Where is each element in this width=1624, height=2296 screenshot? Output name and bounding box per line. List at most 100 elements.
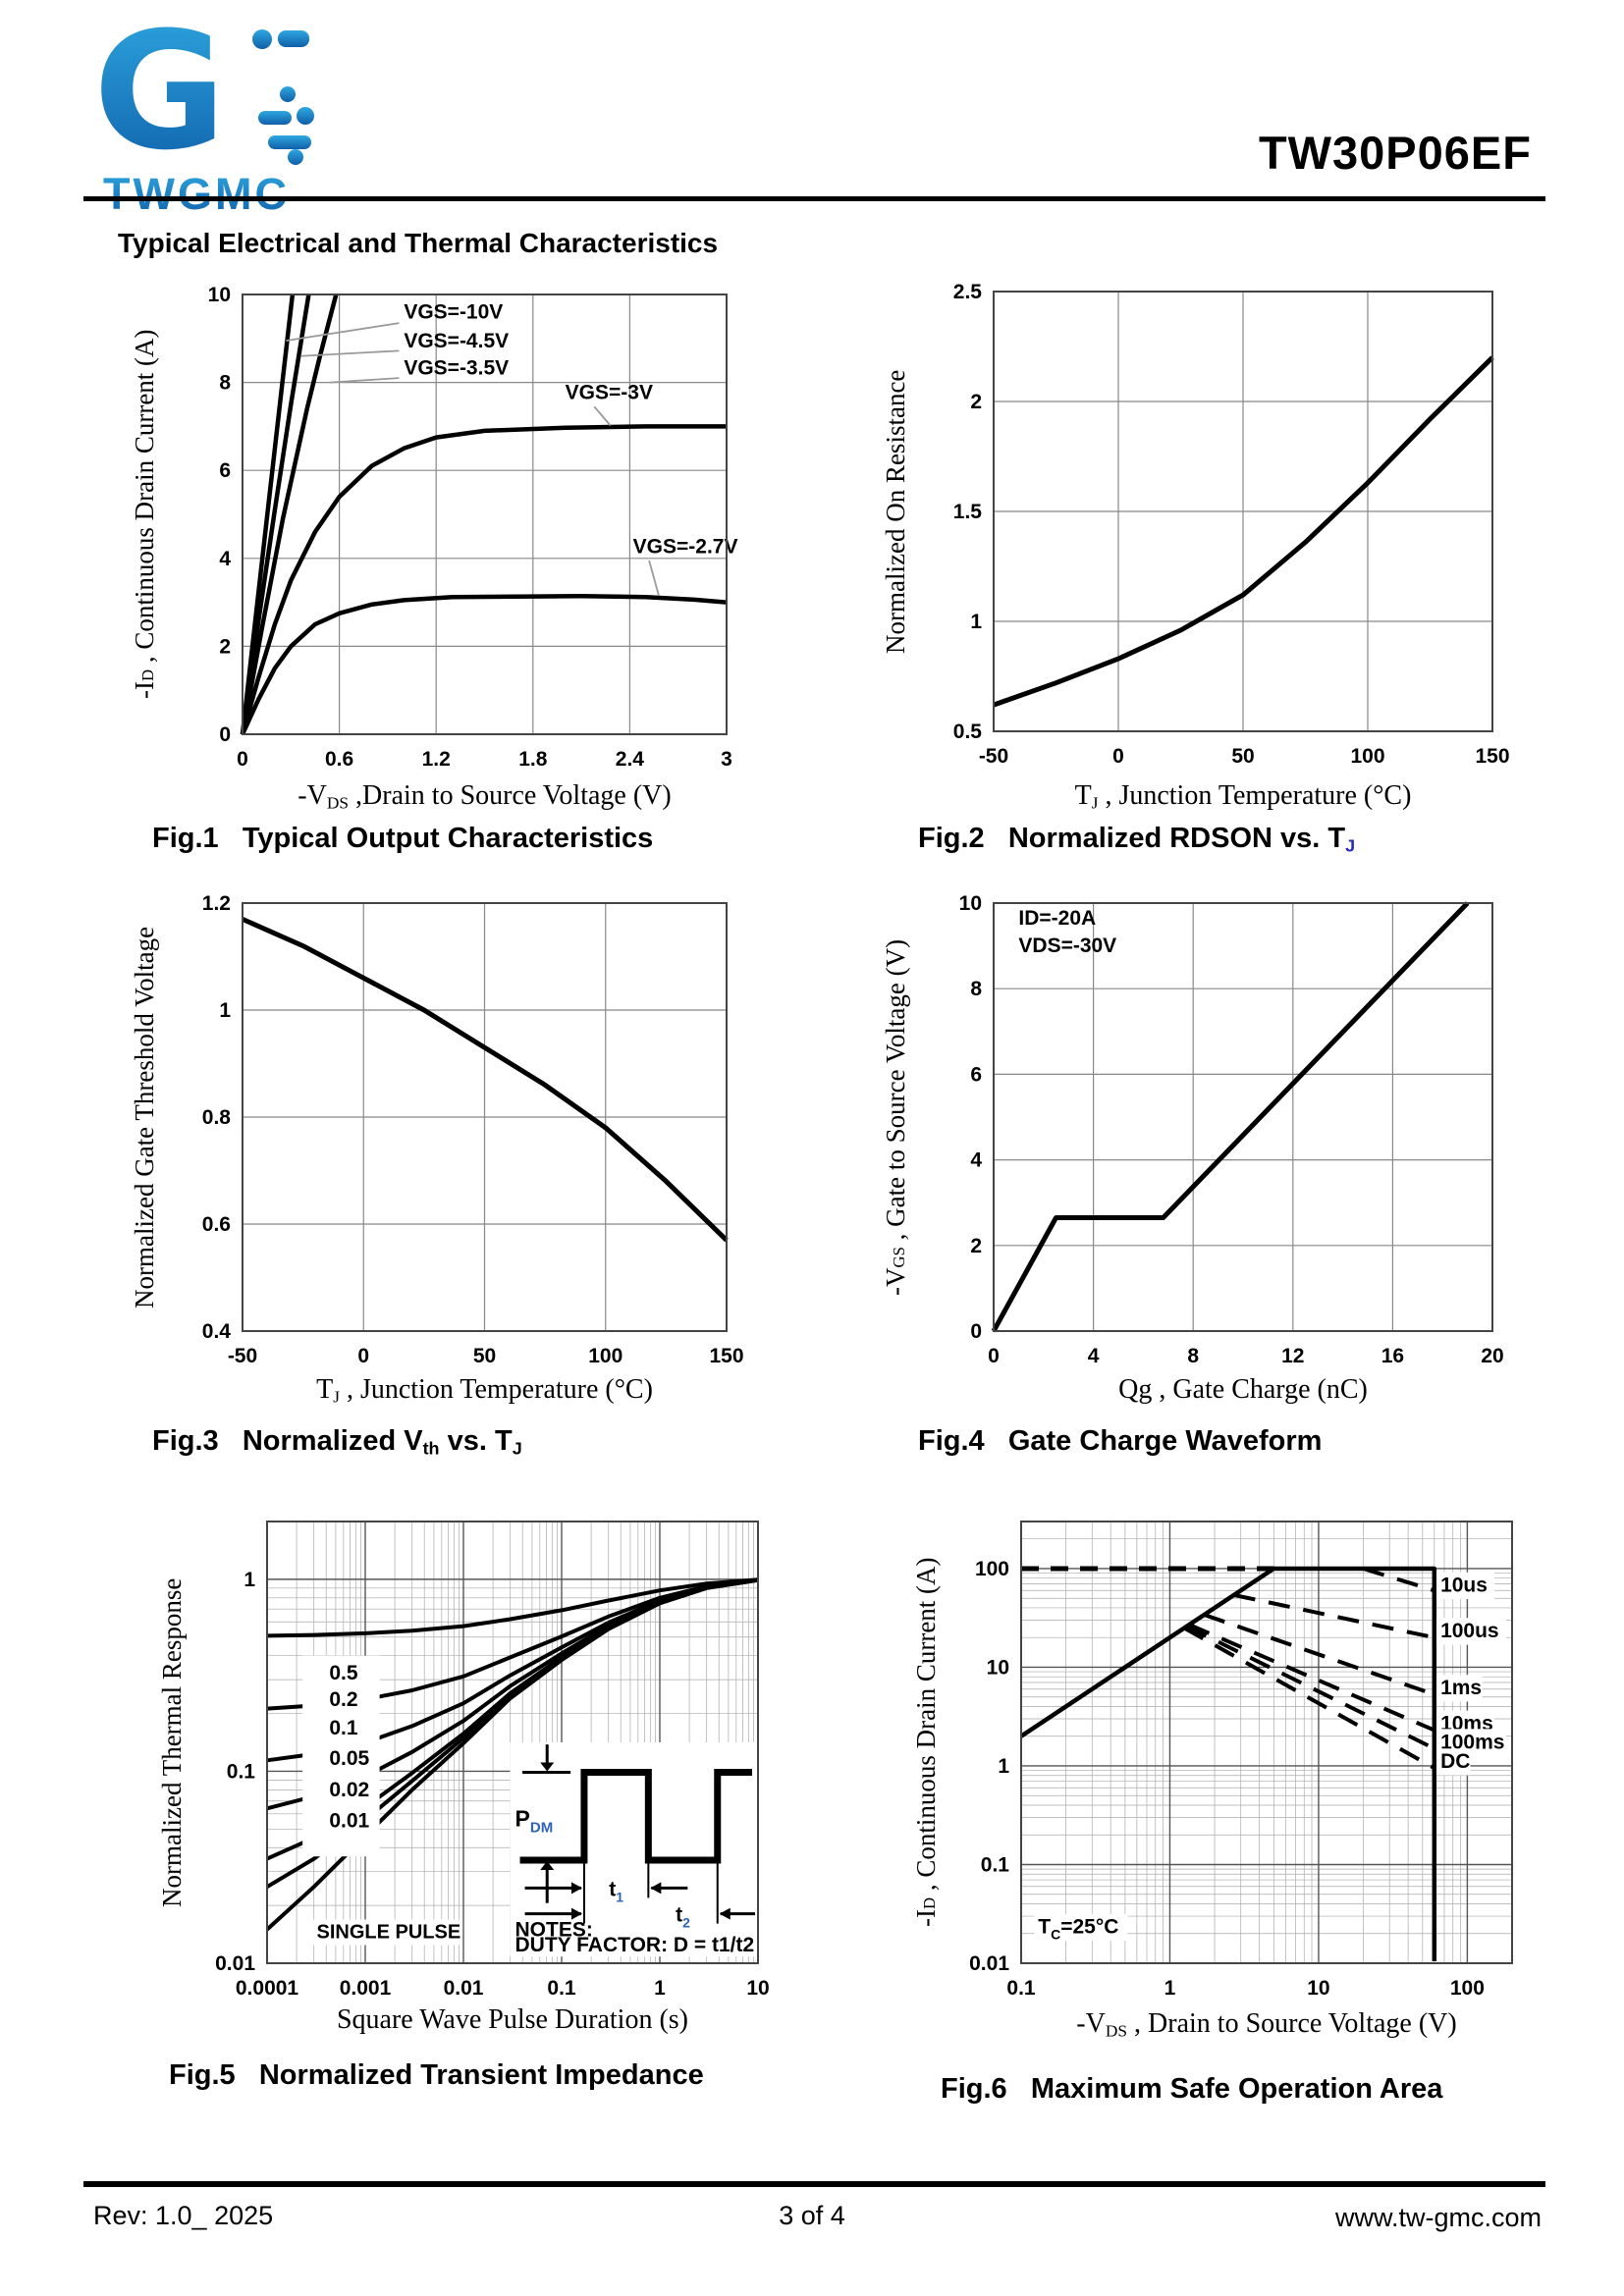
- svg-text:0.01: 0.01: [329, 1810, 369, 1833]
- svg-text:150: 150: [709, 1345, 743, 1367]
- logo-text: TWGMC: [103, 169, 290, 219]
- fig4-x-axis-label: Qg , Gate Charge (nC): [1118, 1374, 1368, 1405]
- fig2-x-axis-label: TJ , Junction Temperature (°C): [1074, 780, 1412, 813]
- svg-text:10: 10: [208, 284, 231, 306]
- svg-text:t2: t2: [676, 1904, 690, 1931]
- svg-text:100: 100: [975, 1558, 1009, 1580]
- svg-text:VGS=-4.5V: VGS=-4.5V: [404, 330, 509, 352]
- svg-text:0.5: 0.5: [329, 1662, 358, 1684]
- fig3-chart: -50 0 50 100 150 0.4 0.6 0.8 1 1.2: [202, 892, 744, 1367]
- header-rule: [83, 196, 1545, 201]
- svg-text:0.6: 0.6: [202, 1213, 231, 1236]
- svg-text:VGS=-3V: VGS=-3V: [566, 382, 653, 404]
- footer-page-number: 3 of 4: [779, 2201, 845, 2230]
- fig5-x-axis-label: Square Wave Pulse Duration (s): [336, 2004, 689, 2035]
- svg-text:1.8: 1.8: [518, 748, 548, 771]
- svg-text:100: 100: [588, 1345, 623, 1367]
- fig5-caption: Fig.5 Normalized Transient Impedance: [169, 2059, 704, 2091]
- svg-text:50: 50: [473, 1345, 496, 1367]
- fig1-y-axis-label: -ID , Continuous Drain Current (A): [130, 329, 159, 700]
- svg-text:0.1: 0.1: [547, 1977, 576, 2000]
- svg-text:0.6: 0.6: [325, 748, 353, 771]
- fig1-caption: Fig.1 Typical Output Characteristics: [152, 823, 654, 854]
- svg-text:1: 1: [654, 1977, 666, 2000]
- svg-text:-50: -50: [228, 1345, 257, 1367]
- svg-text:150: 150: [1475, 745, 1509, 768]
- svg-text:12: 12: [1281, 1345, 1304, 1367]
- fig1-chart: VGS=-10V VGS=-4.5V VGS=-3.5V VGS=-3V VGS=-2.…: [208, 284, 738, 771]
- svg-text:100ms: 100ms: [1440, 1731, 1504, 1753]
- svg-text:ID=-20A: ID=-20A: [1018, 907, 1096, 930]
- svg-text:1: 1: [998, 1755, 1009, 1778]
- svg-text:100: 100: [1350, 745, 1384, 768]
- svg-text:1: 1: [244, 1569, 255, 1591]
- svg-text:10: 10: [987, 1656, 1009, 1679]
- svg-text:0.1: 0.1: [981, 1853, 1010, 1876]
- svg-text:1: 1: [970, 611, 982, 633]
- svg-text:0.0001: 0.0001: [236, 1977, 299, 2000]
- svg-text:VGS=-3.5V: VGS=-3.5V: [404, 357, 509, 380]
- svg-text:NOTES:: NOTES:: [515, 1919, 593, 1942]
- fig3-y-axis-label: Normalized Gate Threshold Voltage: [130, 926, 159, 1308]
- section-title: Typical Electrical and Thermal Character…: [118, 228, 719, 258]
- svg-text:0.01: 0.01: [215, 1952, 255, 1975]
- svg-text:0.01: 0.01: [969, 1952, 1009, 1975]
- footer-revision: Rev: 1.0_ 2025: [93, 2201, 274, 2230]
- svg-text:0: 0: [219, 723, 231, 746]
- svg-text:0.8: 0.8: [202, 1106, 232, 1129]
- svg-text:-50: -50: [979, 745, 1008, 768]
- svg-text:0.2: 0.2: [329, 1688, 357, 1711]
- page-title: TW30P06EF: [1258, 127, 1532, 179]
- fig1-x-axis-label: -VDS ,Drain to Source Voltage (V): [298, 780, 672, 813]
- svg-text:10: 10: [746, 1977, 769, 2000]
- svg-text:4: 4: [970, 1149, 982, 1172]
- svg-text:50: 50: [1231, 745, 1254, 768]
- svg-text:0.05: 0.05: [329, 1747, 369, 1770]
- svg-text:8: 8: [970, 978, 982, 1000]
- svg-text:6: 6: [970, 1063, 982, 1086]
- svg-text:10us: 10us: [1440, 1575, 1488, 1597]
- svg-text:G: G: [93, 8, 226, 186]
- svg-text:1: 1: [1164, 1977, 1176, 2000]
- svg-text:1: 1: [219, 999, 231, 1022]
- fig2-chart: -50 0 50 100 150 0.5 1 1.5 2 2.5: [953, 281, 1510, 768]
- fig4-caption: Fig.4 Gate Charge Waveform: [918, 1425, 1323, 1457]
- svg-text:0.02: 0.02: [329, 1779, 369, 1801]
- svg-text:16: 16: [1381, 1345, 1404, 1367]
- fig3-x-axis-label: TJ , Junction Temperature (°C): [316, 1374, 653, 1407]
- svg-text:1.2: 1.2: [422, 748, 451, 771]
- footer-rule: [83, 2181, 1545, 2187]
- svg-text:VGS=-10V: VGS=-10V: [404, 301, 503, 324]
- svg-text:2: 2: [970, 1235, 982, 1257]
- svg-text:0.5: 0.5: [953, 721, 983, 743]
- svg-text:0.001: 0.001: [340, 1977, 392, 2000]
- svg-text:0: 0: [357, 1345, 369, 1367]
- svg-text:0.1: 0.1: [227, 1760, 256, 1783]
- svg-text:6: 6: [219, 459, 231, 482]
- svg-text:8: 8: [219, 372, 231, 395]
- svg-text:DUTY FACTOR: D = t1/t2: DUTY FACTOR: D = t1/t2: [515, 1934, 755, 1956]
- logo-g-mark: G: [93, 8, 314, 186]
- svg-text:VDS=-30V: VDS=-30V: [1018, 934, 1116, 957]
- svg-text:4: 4: [219, 548, 231, 570]
- svg-text:0: 0: [237, 748, 248, 771]
- svg-text:0.1: 0.1: [329, 1717, 358, 1739]
- svg-text:0.4: 0.4: [202, 1320, 232, 1343]
- svg-text:20: 20: [1481, 1345, 1503, 1367]
- svg-text:0: 0: [1112, 745, 1124, 768]
- svg-text:10: 10: [1307, 1977, 1329, 2000]
- svg-text:t1: t1: [609, 1878, 623, 1904]
- svg-text:0.1: 0.1: [1006, 1977, 1036, 2000]
- svg-text:TC=25°C: TC=25°C: [1038, 1916, 1118, 1943]
- svg-text:2: 2: [219, 635, 231, 658]
- svg-text:1.5: 1.5: [953, 501, 983, 523]
- company-logo: G TWGMC: [93, 8, 314, 219]
- svg-text:1.2: 1.2: [202, 892, 231, 915]
- svg-text:DC: DC: [1440, 1750, 1470, 1773]
- fig6-x-axis-label: -VDS , Drain to Source Voltage (V): [1076, 2008, 1457, 2041]
- fig3-caption: Fig.3 Normalized Vth vs. TJ: [152, 1425, 522, 1459]
- fig6-y-axis-label: -ID , Continuous Drain Current (A): [911, 1557, 941, 1928]
- svg-text:4: 4: [1088, 1345, 1100, 1367]
